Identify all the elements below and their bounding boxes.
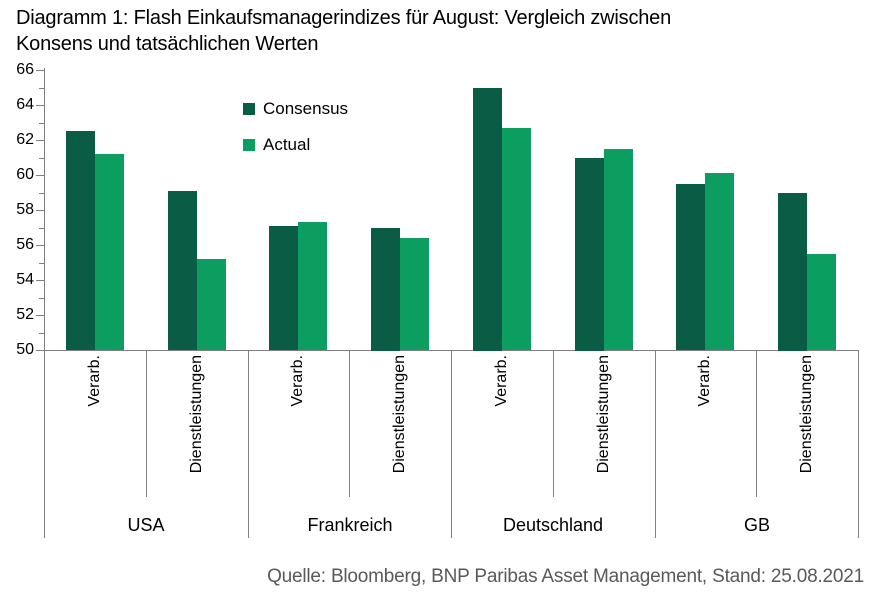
chart-title-line1: Diagramm 1: Flash Einkaufsmanagerindizes… <box>16 7 672 29</box>
y-major-tick <box>36 210 44 211</box>
y-axis-label: 54 <box>16 271 34 288</box>
y-axis-label: 58 <box>16 201 34 218</box>
y-axis-label: 60 <box>16 166 34 183</box>
x-subcategory-separator <box>349 350 350 497</box>
y-axis-label: 50 <box>16 341 34 358</box>
x-subcategory-label: Dienstleistungen <box>391 355 408 474</box>
x-group-separator <box>655 350 656 538</box>
x-subcategory-label: Dienstleistungen <box>188 355 205 474</box>
bar-actual-7 <box>807 254 836 350</box>
y-axis-label: 56 <box>16 236 34 253</box>
x-subcategory-separator <box>553 350 554 497</box>
legend-label-consensus: Consensus <box>263 99 349 118</box>
x-subcategory-separator <box>756 350 757 497</box>
source-caption: Quelle: Bloomberg, BNP Paribas Asset Man… <box>267 566 864 587</box>
x-subcategory-separator <box>146 350 147 497</box>
bar-consensus-7 <box>778 193 807 351</box>
legend-item-consensus: Consensus <box>243 100 348 118</box>
y-minor-tick <box>39 228 44 229</box>
x-group-label: Deutschland <box>502 515 604 535</box>
y-axis-label: 64 <box>16 96 34 113</box>
chart-title: Diagramm 1: Flash Einkaufsmanagerindizes… <box>16 5 866 57</box>
bar-actual-5 <box>604 149 633 350</box>
bar-actual-0 <box>95 154 124 350</box>
legend-item-actual: Actual <box>243 136 310 154</box>
y-major-tick <box>36 350 44 351</box>
y-axis-label: 52 <box>16 306 34 323</box>
bar-consensus-4 <box>473 88 502 351</box>
x-subcategory-label: Verarb. <box>289 355 306 407</box>
y-major-tick <box>36 105 44 106</box>
y-major-tick <box>36 280 44 281</box>
chart-title-line2: Konsens und tatsächlichen Werten <box>16 33 319 55</box>
legend-swatch-actual <box>243 139 255 151</box>
x-group-label: GB <box>743 515 770 535</box>
y-major-tick <box>36 245 44 246</box>
y-axis-label: 66 <box>16 61 34 78</box>
bar-actual-1 <box>197 259 226 350</box>
bar-consensus-1 <box>168 191 197 350</box>
x-subcategory-label: Verarb. <box>86 355 103 407</box>
bar-consensus-3 <box>371 228 400 351</box>
x-group-separator <box>44 350 45 538</box>
y-minor-tick <box>39 263 44 264</box>
bar-actual-4 <box>502 128 531 350</box>
y-major-tick <box>36 175 44 176</box>
bar-consensus-5 <box>575 158 604 351</box>
legend-label-actual: Actual <box>263 135 311 154</box>
y-minor-tick <box>39 298 44 299</box>
y-minor-tick <box>39 193 44 194</box>
y-minor-tick <box>39 123 44 124</box>
y-major-tick <box>36 140 44 141</box>
legend-swatch-consensus <box>243 103 255 115</box>
x-group-separator <box>248 350 249 538</box>
y-major-tick <box>36 70 44 71</box>
bar-actual-2 <box>298 222 327 350</box>
bar-consensus-0 <box>66 131 95 350</box>
x-subcategory-label: Dienstleistungen <box>595 355 612 474</box>
x-subcategory-label: Verarb. <box>696 355 713 407</box>
y-axis-label: 62 <box>16 131 34 148</box>
bar-actual-6 <box>705 173 734 350</box>
y-minor-tick <box>39 333 44 334</box>
x-subcategory-label: Dienstleistungen <box>798 355 815 474</box>
bar-consensus-2 <box>269 226 298 350</box>
bar-actual-3 <box>400 238 429 350</box>
bar-consensus-6 <box>676 184 705 350</box>
y-axis-line <box>44 68 45 350</box>
x-group-separator <box>858 350 859 538</box>
y-minor-tick <box>39 88 44 89</box>
y-major-tick <box>36 315 44 316</box>
y-minor-tick <box>39 158 44 159</box>
x-group-label: Frankreich <box>307 515 393 535</box>
x-group-label: USA <box>127 515 165 535</box>
x-subcategory-label: Verarb. <box>493 355 510 407</box>
x-group-separator <box>451 350 452 538</box>
